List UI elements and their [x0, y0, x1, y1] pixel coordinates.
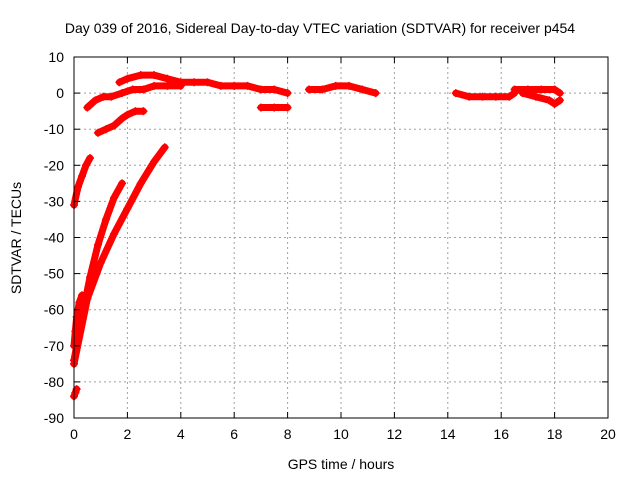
x-tick-label: 16	[493, 426, 509, 442]
x-tick-label: 6	[230, 426, 238, 442]
x-tick-label: 4	[177, 426, 185, 442]
data-series-band	[83, 82, 185, 111]
data-series-band	[519, 89, 564, 108]
y-tick-label: 0	[56, 85, 64, 101]
data-series-band	[305, 82, 380, 97]
x-tick-label: 20	[600, 426, 616, 442]
data-series-band	[70, 291, 86, 350]
x-axis-label: GPS time / hours	[287, 456, 395, 472]
x-tick-label: 2	[124, 426, 132, 442]
y-tick-label: -40	[44, 230, 64, 246]
axis-ticks: 0 2 4 6 8 10 12 14 16 18 20 10 0 -10 -20 -30 -40 -50 -60 -7…	[44, 49, 616, 442]
x-tick-label: 14	[440, 426, 456, 442]
x-tick-label: 18	[547, 426, 563, 442]
x-tick-label: 8	[284, 426, 292, 442]
x-tick-label: 12	[387, 426, 403, 442]
x-tick-label: 0	[70, 426, 78, 442]
y-tick-label: -70	[44, 338, 64, 354]
y-tick-label: 10	[48, 49, 64, 65]
data-series-band	[230, 82, 292, 97]
data-series-band	[94, 107, 147, 137]
data-series-band	[70, 143, 169, 368]
grid-lines	[74, 57, 608, 418]
y-tick-label: -20	[44, 157, 64, 173]
x-tick-label: 10	[333, 426, 349, 442]
y-tick-label: -10	[44, 121, 64, 137]
y-tick-label: -50	[44, 266, 64, 282]
data-series-band	[70, 154, 94, 209]
data-series-band	[511, 86, 564, 97]
y-tick-label: -90	[44, 410, 64, 426]
y-tick-label: -60	[44, 302, 64, 318]
data-points	[70, 71, 564, 401]
chart-title: Day 039 of 2016, Sidereal Day-to-day VTE…	[64, 20, 576, 36]
data-series-band	[115, 71, 238, 90]
data-series-band	[452, 89, 518, 101]
y-tick-label: -80	[44, 374, 64, 390]
y-tick-label: -30	[44, 193, 64, 209]
